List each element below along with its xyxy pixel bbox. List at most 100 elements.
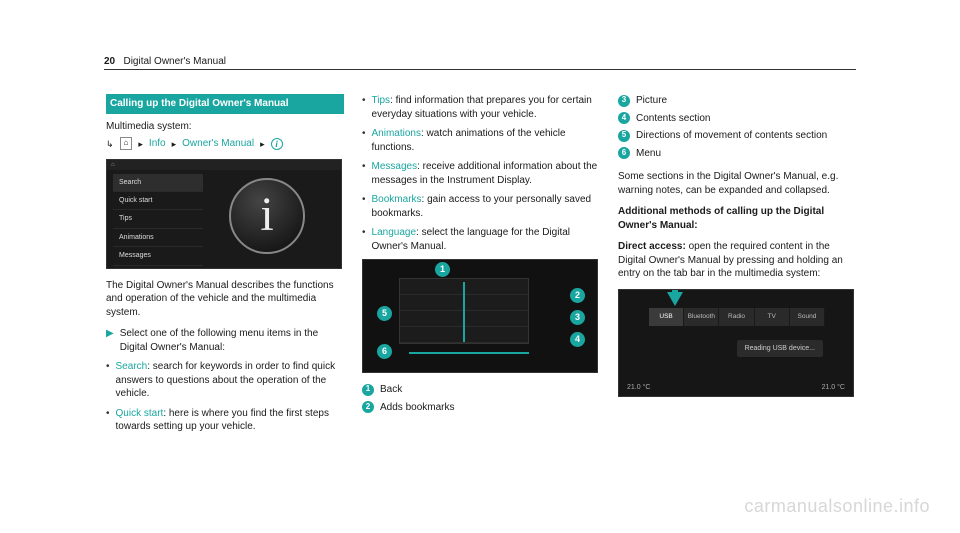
legend-label-6: Menu xyxy=(636,147,661,161)
fig2-callout-5: 5 xyxy=(377,306,392,321)
bullet-bookmarks: • Bookmarks: gain access to your persona… xyxy=(362,193,600,220)
fig3-temp-right: 21.0 °C xyxy=(822,383,845,392)
chevron-icon: ▸ xyxy=(260,138,265,150)
bullet-icon: • xyxy=(362,127,366,154)
fig2-arrow-vertical xyxy=(463,282,465,342)
fig2-callout-6: 6 xyxy=(377,344,392,359)
fig1-menu-quickstart: Quick start xyxy=(113,192,203,210)
figure-callouts-screenshot: 1 2 3 4 5 6 xyxy=(362,259,598,373)
term-tips: Tips xyxy=(372,95,391,106)
breadcrumb-info: Info xyxy=(149,137,166,151)
step-1: ▶ Select one of the following menu items… xyxy=(106,327,344,354)
page-number: 20 xyxy=(104,56,115,67)
direct-access-bold: Direct access: xyxy=(618,241,686,252)
fig2-callout-1: 1 xyxy=(435,262,450,277)
header-title: Digital Owner's Manual xyxy=(123,56,226,67)
bullet-icon: • xyxy=(362,94,366,121)
legend-2: 2Adds bookmarks xyxy=(362,401,600,415)
fig1-menu-search: Search xyxy=(113,174,203,192)
legend-num-1: 1 xyxy=(362,384,374,396)
legend-4: 4 Contents section xyxy=(618,112,856,126)
bullet-list-2: • Tips: find information that prepares y… xyxy=(362,94,600,253)
term-search: Search xyxy=(116,361,148,372)
legend-col2: 1 Back 2Adds bookmarks xyxy=(362,383,600,414)
home-icon: ⌂ xyxy=(120,137,133,150)
fig3-tab-radio: Radio xyxy=(719,308,754,326)
column-2: • Tips: find information that prepares y… xyxy=(362,94,600,440)
fig1-info-icon: i xyxy=(229,178,305,254)
fig3-tab-usb: USB xyxy=(649,308,684,326)
legend-num-4: 4 xyxy=(618,112,630,124)
bullet-search: • Search: search for keywords in order t… xyxy=(106,360,344,401)
bullet-list-1: • Search: search for keywords in order t… xyxy=(106,360,344,434)
subhead-additional: Additional methods of calling up the Dig… xyxy=(618,205,856,232)
fig1-menu: Search Quick start Tips Animations Messa… xyxy=(113,174,203,266)
step-marker-icon: ▶ xyxy=(106,327,114,354)
desc-search: : search for keywords in order to find q… xyxy=(116,361,336,399)
term-animations: Animations xyxy=(372,128,421,139)
legend-label-1: Back xyxy=(380,383,402,397)
para-direct-access: Direct access: open the required content… xyxy=(618,240,856,281)
fig1-menu-tips: Tips xyxy=(113,210,203,228)
breadcrumb-owners-manual: Owner's Manual xyxy=(182,137,254,151)
legend-3: 3 Picture xyxy=(618,94,856,108)
legend-label-5: Directions of movement of contents secti… xyxy=(636,129,827,143)
legend-label-2: Adds bookmarks xyxy=(380,401,454,415)
desc-tips: : find information that prepares you for… xyxy=(372,95,592,120)
info-icon: i xyxy=(271,138,283,150)
legend-label-4: Contents section xyxy=(636,112,711,126)
step-1-text: Select one of the following menu items i… xyxy=(120,327,344,354)
term-messages: Messages xyxy=(372,161,418,172)
fig1-topbar: ⌂ xyxy=(107,160,341,170)
legend-6: 6 Menu xyxy=(618,147,856,161)
bullet-animations: • Animations: watch animations of the ve… xyxy=(362,127,600,154)
fig1-menu-animations: Animations xyxy=(113,229,203,247)
legend-col3: 3 Picture 4 Contents section 5 Directions o… xyxy=(618,94,856,160)
legend-5: 5 Directions of movement of contents sect… xyxy=(618,129,856,143)
fig3-temp-left: 21.0 °C xyxy=(627,383,650,392)
column-1: Calling up the Digital Owner's Manual Mu… xyxy=(106,94,344,440)
subhead-multimedia: Multimedia system: xyxy=(106,120,344,134)
fig3-tab-bluetooth: Bluetooth xyxy=(684,308,719,326)
bullet-icon: • xyxy=(362,193,366,220)
term-quick-start: Quick start xyxy=(116,408,164,419)
fig3-tab-sound: Sound xyxy=(790,308,825,326)
figure-tabbar-screenshot: USB Bluetooth Radio TV Sound Reading USB… xyxy=(618,289,854,397)
legend-label-3: Picture xyxy=(636,94,667,108)
fig2-callout-3: 3 xyxy=(570,310,585,325)
fig1-menu-messages: Messages xyxy=(113,247,203,265)
term-language: Language xyxy=(372,227,417,238)
fig2-arrow-horizontal xyxy=(409,352,529,354)
bullet-icon: • xyxy=(106,360,110,401)
legend-num-6: 6 xyxy=(618,147,630,159)
bullet-quick-start: • Quick start: here is where you find th… xyxy=(106,407,344,434)
chevron-icon: ▸ xyxy=(172,138,177,150)
fig2-callout-2: 2 xyxy=(570,288,585,303)
breadcrumb: ↳ ⌂ ▸ Info ▸ Owner's Manual ▸ i xyxy=(106,137,344,151)
fig3-reading-label: Reading USB device... xyxy=(737,340,823,357)
legend-1: 1 Back xyxy=(362,383,600,397)
column-3: 3 Picture 4 Contents section 5 Directions o… xyxy=(618,94,856,440)
bullet-icon: • xyxy=(362,226,366,253)
bullet-icon: • xyxy=(362,160,366,187)
legend-num-3: 3 xyxy=(618,95,630,107)
section-heading: Calling up the Digital Owner's Manual xyxy=(106,94,344,114)
bullet-language: • Language: select the language for the … xyxy=(362,226,600,253)
para-description: The Digital Owner's Manual describes the… xyxy=(106,279,344,320)
watermark: carmanualsonline.info xyxy=(744,496,930,517)
bullet-messages: • Messages: receive additional informati… xyxy=(362,160,600,187)
arrow-right-icon: ↳ xyxy=(106,138,114,150)
bullet-icon: • xyxy=(106,407,110,434)
content-columns: Calling up the Digital Owner's Manual Mu… xyxy=(106,94,858,440)
fig3-highlight-arrow-icon xyxy=(667,292,683,306)
fig3-tab-tv: TV xyxy=(755,308,790,326)
fig3-tabbar: USB Bluetooth Radio TV Sound xyxy=(649,308,825,326)
term-bookmarks: Bookmarks xyxy=(372,194,422,205)
figure-menu-screenshot: ⌂ Search Quick start Tips Animations Mes… xyxy=(106,159,342,269)
page-header: 20 Digital Owner's Manual xyxy=(104,56,856,70)
para-expand: Some sections in the Digital Owner's Man… xyxy=(618,170,856,197)
chevron-icon: ▸ xyxy=(138,138,143,150)
bullet-tips: • Tips: find information that prepares y… xyxy=(362,94,600,121)
fig2-callout-4: 4 xyxy=(570,332,585,347)
legend-num-5: 5 xyxy=(618,130,630,142)
